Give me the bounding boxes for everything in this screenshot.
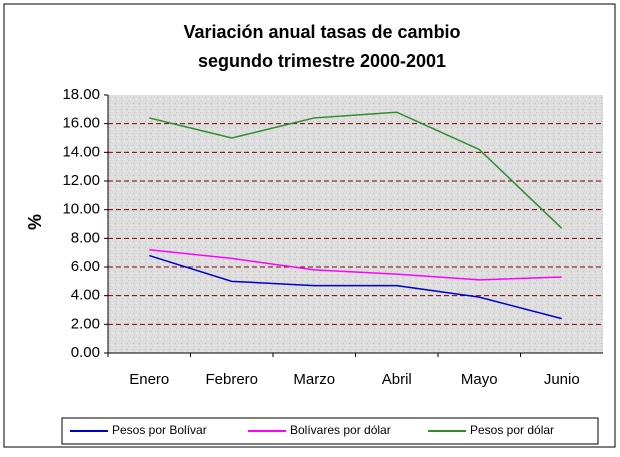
x-tick-label: Febrero [205, 371, 258, 388]
chart-subtitle: segundo trimestre 2000-2001 [198, 51, 446, 71]
series-line [149, 111, 563, 229]
x-tick-label: Mayo [461, 371, 498, 388]
y-tick-label: 18.00 [62, 86, 100, 103]
series-line [149, 249, 562, 281]
y-tick-label: 2.00 [71, 315, 100, 332]
y-tick-label: 12.00 [62, 172, 100, 189]
x-tick-label: Marzo [293, 371, 335, 388]
x-tick-label: Enero [129, 371, 169, 388]
series-line [149, 254, 562, 320]
y-tick-label: 10.00 [62, 201, 100, 218]
chart-title: Variación anual tasas de cambio [183, 22, 460, 42]
legend-label: Pesos por dólar [470, 423, 554, 437]
y-tick-label: 14.00 [62, 143, 100, 160]
y-tick-label: 4.00 [71, 287, 100, 304]
y-tick-label: 0.00 [71, 344, 100, 361]
x-tick-label: Junio [544, 371, 580, 388]
plot-area [108, 95, 603, 353]
legend-label: Pesos por Bolívar [112, 423, 207, 437]
y-axis-label: % [25, 214, 45, 230]
legend-box [61, 417, 599, 445]
y-tick-label: 8.00 [71, 229, 100, 246]
y-tick-label: 16.00 [62, 115, 100, 132]
legend-label: Bolívares por dólar [290, 423, 391, 437]
y-tick-label: 6.00 [71, 258, 100, 275]
x-tick-label: Abril [382, 371, 412, 388]
